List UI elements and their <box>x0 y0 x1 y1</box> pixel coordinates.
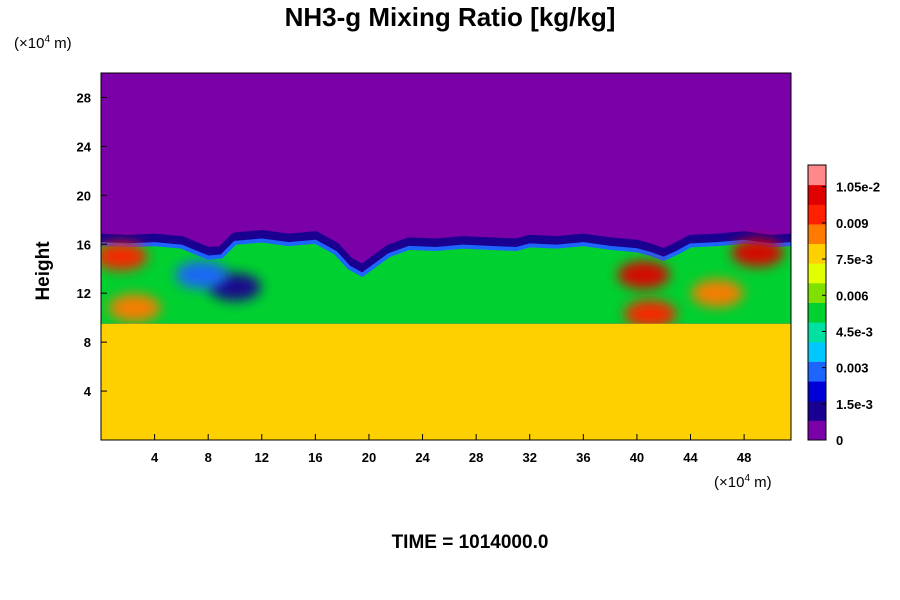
colorbar-segment <box>808 282 826 303</box>
y-tick-label: 16 <box>77 237 91 252</box>
x-tick: 40 <box>630 434 644 465</box>
x-tick-label: 16 <box>308 450 322 465</box>
y-tick-label: 12 <box>77 286 91 301</box>
x-tick: 8 <box>205 434 212 465</box>
colorbar-segment <box>808 381 826 402</box>
colorbar-tick: 0.003 <box>822 361 869 376</box>
y-tick: 4 <box>84 384 107 399</box>
colorbar-segment <box>808 184 826 205</box>
heatmap-field <box>101 73 791 440</box>
x-tick: 16 <box>308 434 323 465</box>
colorbar-segment <box>808 243 826 264</box>
y-tick: 24 <box>77 139 107 154</box>
colorbar-frame <box>807 164 827 441</box>
colorbar-segment <box>808 165 826 186</box>
colorbar-segment <box>808 302 826 323</box>
x-tick-label: 40 <box>630 450 644 465</box>
colorbar-segment <box>808 400 826 421</box>
colorbar-tick-label: 0.006 <box>836 288 869 303</box>
x-axis-unit: (×104 m) <box>714 473 772 491</box>
x-tick: 12 <box>255 434 269 465</box>
x-tick-label: 32 <box>523 450 537 465</box>
feature-moist-patch <box>624 299 677 328</box>
feature-dry-pocket-2 <box>175 260 228 289</box>
x-tick: 36 <box>576 434 591 465</box>
x-tick-label: 4 <box>151 450 159 465</box>
colorbar-tick: 0.006 <box>822 288 869 303</box>
colorbar-tick-label: 4.5e-3 <box>836 324 873 339</box>
x-tick-label: 8 <box>205 450 212 465</box>
x-tick: 28 <box>469 434 483 465</box>
colorbar-segment <box>808 361 826 382</box>
x-tick-label: 36 <box>576 450 590 465</box>
time-label: TIME = 1014000.0 <box>391 532 549 553</box>
y-tick: 8 <box>84 335 107 350</box>
x-tick-label: 28 <box>469 450 483 465</box>
plot-frame <box>100 72 792 441</box>
y-tick-label: 28 <box>77 90 91 105</box>
region-lower <box>101 323 791 440</box>
x-tick: 4 <box>151 434 159 465</box>
colorbar-segment <box>808 322 826 343</box>
colorbar-tick-label: 1.5e-3 <box>836 397 873 412</box>
x-tick: 32 <box>523 434 537 465</box>
x-tick-label: 24 <box>415 450 430 465</box>
y-tick-label: 24 <box>77 139 92 154</box>
colorbar-tick: 0 <box>822 433 843 448</box>
feature-moist-patch-3 <box>617 260 670 289</box>
x-tick-label: 48 <box>737 450 751 465</box>
y-tick: 12 <box>77 286 107 301</box>
colorbar-tick-label: 0.009 <box>836 216 869 231</box>
x-tick: 44 <box>683 434 699 465</box>
colorbar-tick-label: 0 <box>836 433 843 448</box>
colorbar-segment <box>808 420 826 441</box>
x-tick-label: 20 <box>362 450 376 465</box>
x-tick-label: 44 <box>683 450 698 465</box>
colorbar-segment <box>808 223 826 245</box>
y-tick-label: 4 <box>84 384 92 399</box>
colorbar-tick: 1.05e-2 <box>822 180 880 195</box>
colorbar-tick-label: 1.05e-2 <box>836 180 880 195</box>
chart-title: NH3-g Mixing Ratio [kg/kg] <box>284 2 616 32</box>
y-axis-unit: (×104 m) <box>14 34 72 52</box>
y-tick: 28 <box>77 90 107 105</box>
y-tick-label: 8 <box>84 335 91 350</box>
feature-moist-patch-2 <box>691 279 744 308</box>
y-tick: 20 <box>77 188 107 203</box>
y-tick-label: 20 <box>77 188 91 203</box>
colorbar-segment <box>808 204 826 225</box>
x-tick-label: 12 <box>255 450 269 465</box>
colorbar-tick: 7.5e-3 <box>822 252 873 267</box>
x-tick: 48 <box>737 434 751 465</box>
y-tick: 16 <box>77 237 107 252</box>
x-tick: 24 <box>415 434 431 465</box>
x-tick: 20 <box>362 434 376 465</box>
colorbar-segment <box>808 263 826 284</box>
colorbar-tick: 1.5e-3 <box>822 397 873 412</box>
colorbar-tick-label: 0.003 <box>836 361 869 376</box>
cloud-top-fringe <box>101 229 791 274</box>
region-mixed <box>101 234 791 324</box>
colorbar-segment <box>808 341 826 362</box>
colorbar-tick-label: 7.5e-3 <box>836 252 873 267</box>
feature-moist-patch-5 <box>101 242 148 271</box>
colorbar-tick: 0.009 <box>822 216 869 231</box>
colorbar-tick: 4.5e-3 <box>822 324 873 339</box>
feature-moist-patch-4 <box>108 293 161 322</box>
colorbar <box>807 164 827 441</box>
feature-moist-patch-6 <box>731 238 784 267</box>
cloud-top-inner <box>101 238 791 277</box>
